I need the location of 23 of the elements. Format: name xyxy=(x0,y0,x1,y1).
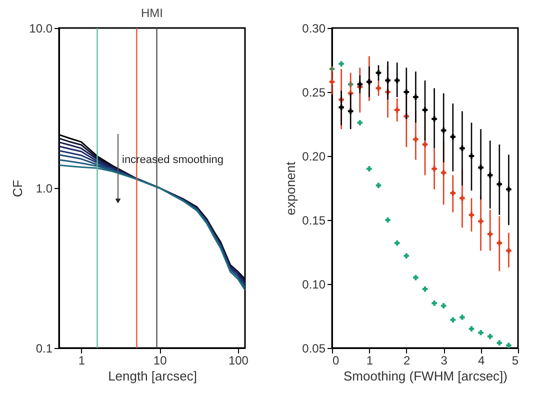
y-tick-label: 0.30 xyxy=(302,22,326,36)
y-tick-label: 0.20 xyxy=(302,150,326,164)
x-tick-label: 4 xyxy=(478,354,485,368)
y-axis-title: exponent xyxy=(283,161,298,216)
x-tick-label: 100 xyxy=(228,354,249,368)
y-axis-title: CF xyxy=(10,180,26,198)
x-tick-label: 2 xyxy=(404,354,411,368)
chart-title: HMI xyxy=(141,6,163,20)
x-tick-label: 3 xyxy=(440,354,448,368)
y-tick-label: 0.25 xyxy=(302,86,326,100)
y-tick-label: 0.10 xyxy=(302,278,326,292)
y-tick-label: 1.0 xyxy=(36,182,53,196)
x-tick-label: 10 xyxy=(153,354,168,368)
y-tick-label: 0.1 xyxy=(36,342,53,356)
x-tick-label: 0 xyxy=(332,354,340,368)
x-axis-title: Length [arcsec] xyxy=(108,368,197,384)
x-axis-title: Smoothing (FWHM [arcsec]) xyxy=(344,368,508,384)
y-tick-label: 10.0 xyxy=(29,22,53,36)
y-tick-label: 0.15 xyxy=(302,214,326,228)
x-tick-label: 5 xyxy=(512,354,519,368)
x-tick-label: 1 xyxy=(366,354,374,368)
y-tick-label: 0.05 xyxy=(302,342,326,356)
x-tick-label: 1 xyxy=(78,354,86,368)
